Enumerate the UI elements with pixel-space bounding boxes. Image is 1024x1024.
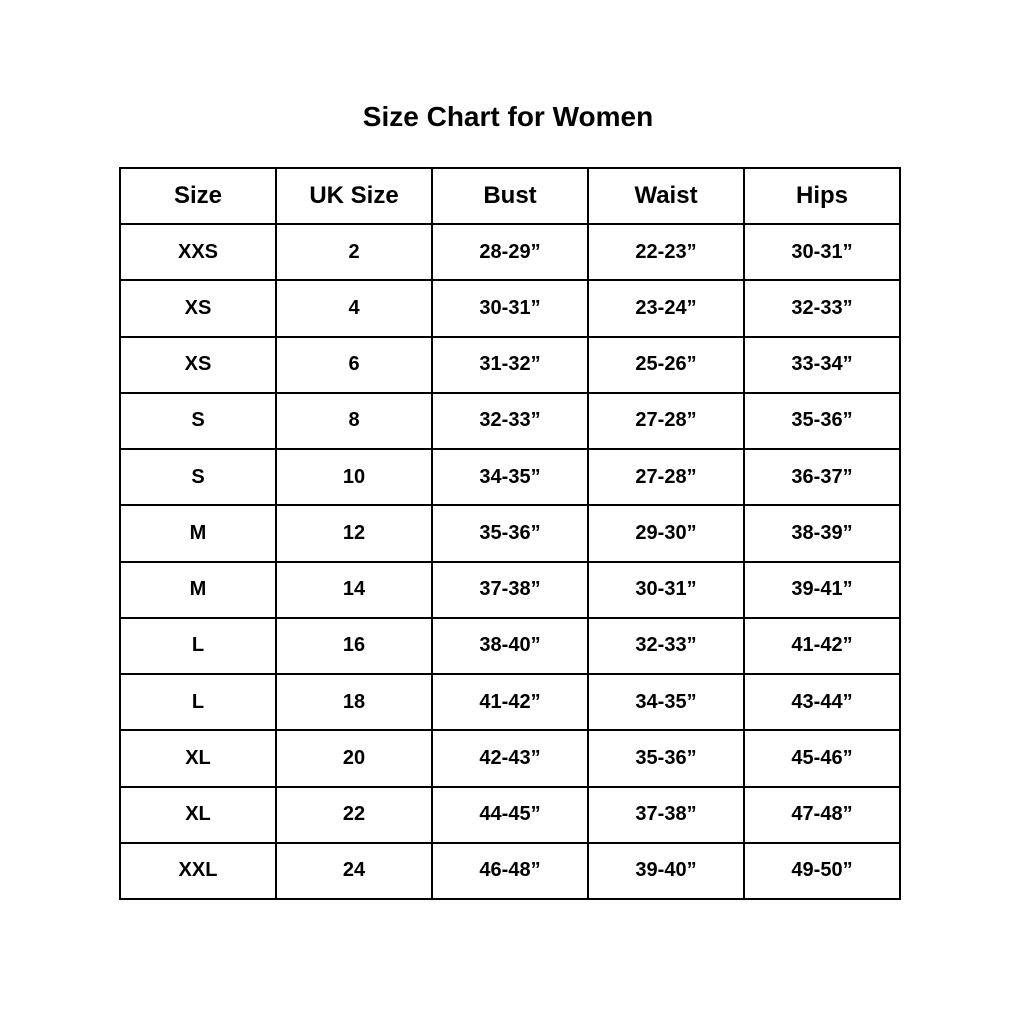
cell-size: XXS — [119, 222, 277, 282]
cell-waist: 27-28” — [587, 391, 745, 451]
cell-hips: 36-37” — [743, 447, 901, 507]
cell-size: L — [119, 616, 277, 676]
cell-bust: 41-42” — [431, 672, 589, 732]
header-waist: Waist — [587, 167, 745, 225]
table-row: XXS 2 28-29” 22-23” 30-31” — [119, 222, 901, 282]
cell-uk-size: 22 — [275, 785, 433, 844]
cell-hips: 33-34” — [743, 335, 901, 394]
header-hips: Hips — [743, 167, 901, 225]
cell-waist: 30-31” — [587, 560, 745, 619]
cell-size: XS — [119, 335, 277, 394]
cell-waist: 34-35” — [587, 672, 745, 732]
cell-size: M — [119, 560, 277, 619]
cell-size: XL — [119, 785, 277, 844]
cell-bust: 35-36” — [431, 504, 589, 563]
cell-hips: 47-48” — [743, 785, 901, 844]
cell-uk-size: 6 — [275, 335, 433, 394]
cell-size: L — [119, 672, 277, 732]
table-row: XXL 24 46-48” 39-40” 49-50” — [119, 841, 901, 901]
cell-waist: 25-26” — [587, 335, 745, 394]
cell-hips: 43-44” — [743, 672, 901, 732]
cell-hips: 30-31” — [743, 222, 901, 282]
cell-uk-size: 2 — [275, 222, 433, 282]
cell-bust: 38-40” — [431, 616, 589, 676]
cell-uk-size: 14 — [275, 560, 433, 619]
page-title: Size Chart for Women — [362, 101, 654, 132]
table-row: M 12 35-36” 29-30” 38-39” — [119, 504, 901, 563]
cell-size: S — [119, 447, 277, 507]
cell-waist: 39-40” — [587, 841, 745, 901]
cell-waist: 35-36” — [587, 729, 745, 788]
cell-waist: 27-28” — [587, 447, 745, 507]
table-row: S 10 34-35” 27-28” 36-37” — [119, 447, 901, 507]
cell-uk-size: 8 — [275, 391, 433, 451]
size-chart-table: Size UK Size Bust Waist Hips XXS 2 28-29” 2… — [119, 167, 901, 901]
cell-hips: 38-39” — [743, 504, 901, 563]
header-uk-size: UK Size — [275, 167, 433, 225]
table-row: XL 22 44-45” 37-38” 47-48” — [119, 785, 901, 844]
cell-hips: 45-46” — [743, 729, 901, 788]
cell-size: M — [119, 504, 277, 563]
cell-hips: 39-41” — [743, 560, 901, 619]
cell-bust: 34-35” — [431, 447, 589, 507]
cell-waist: 32-33” — [587, 616, 745, 676]
cell-bust: 30-31” — [431, 279, 589, 338]
cell-size: XXL — [119, 841, 277, 901]
header-bust: Bust — [431, 167, 589, 225]
cell-size: XS — [119, 279, 277, 338]
table-row: XL 20 42-43” 35-36” 45-46” — [119, 729, 901, 788]
cell-hips: 41-42” — [743, 616, 901, 676]
cell-bust: 46-48” — [431, 841, 589, 901]
header-size: Size — [119, 167, 277, 225]
table-row: M 14 37-38” 30-31” 39-41” — [119, 560, 901, 619]
cell-uk-size: 10 — [275, 447, 433, 507]
cell-uk-size: 18 — [275, 672, 433, 732]
cell-uk-size: 4 — [275, 279, 433, 338]
table-row: XS 6 31-32” 25-26” 33-34” — [119, 335, 901, 394]
cell-waist: 23-24” — [587, 279, 745, 338]
table-row: S 8 32-33” 27-28” 35-36” — [119, 391, 901, 451]
table-row: L 16 38-40” 32-33” 41-42” — [119, 616, 901, 676]
cell-waist: 22-23” — [587, 222, 745, 282]
cell-hips: 35-36” — [743, 391, 901, 451]
cell-hips: 49-50” — [743, 841, 901, 901]
cell-bust: 32-33” — [431, 391, 589, 451]
cell-hips: 32-33” — [743, 279, 901, 338]
cell-size: S — [119, 391, 277, 451]
cell-bust: 44-45” — [431, 785, 589, 844]
cell-bust: 28-29” — [431, 222, 589, 282]
cell-uk-size: 12 — [275, 504, 433, 563]
cell-bust: 31-32” — [431, 335, 589, 394]
cell-bust: 37-38” — [431, 560, 589, 619]
cell-uk-size: 16 — [275, 616, 433, 676]
table-header-row: Size UK Size Bust Waist Hips — [119, 167, 901, 225]
table-row: L 18 41-42” 34-35” 43-44” — [119, 672, 901, 732]
cell-waist: 37-38” — [587, 785, 745, 844]
table-row: XS 4 30-31” 23-24” 32-33” — [119, 279, 901, 338]
cell-bust: 42-43” — [431, 729, 589, 788]
cell-waist: 29-30” — [587, 504, 745, 563]
cell-uk-size: 20 — [275, 729, 433, 788]
cell-uk-size: 24 — [275, 841, 433, 901]
cell-size: XL — [119, 729, 277, 788]
